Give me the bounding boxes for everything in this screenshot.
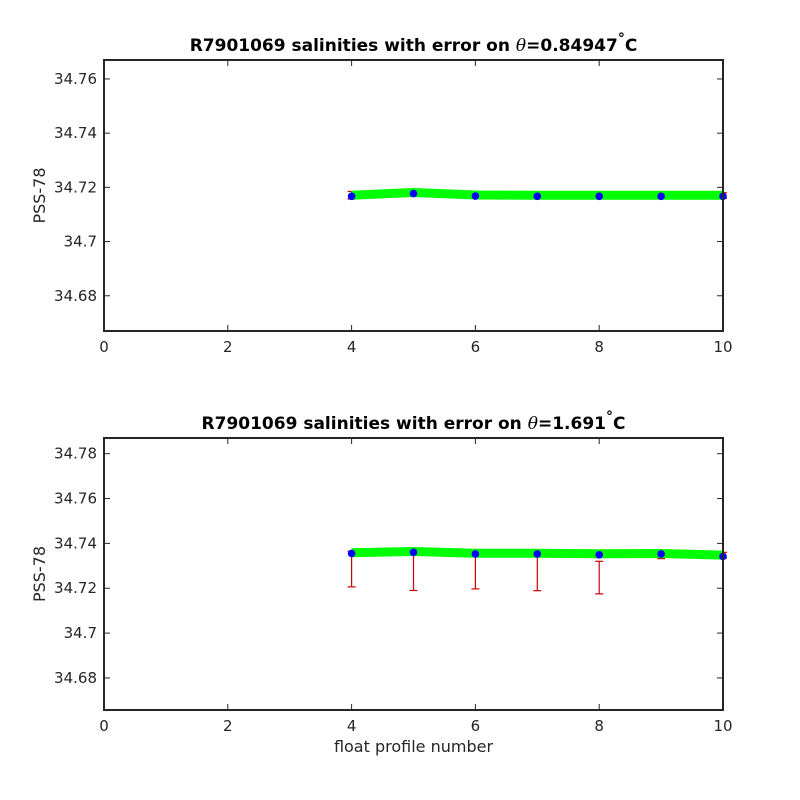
x-tick-label: 2	[223, 338, 233, 356]
plot-title: R7901069 salinities with error on θ=0.84…	[190, 31, 638, 56]
data-point	[595, 192, 603, 201]
y-tick-label: 34.7	[64, 233, 97, 251]
title-theta-symbol: θ	[528, 414, 538, 434]
x-tick-label: 8	[594, 717, 604, 735]
data-point	[347, 192, 356, 201]
title-value: =1.691	[538, 414, 606, 434]
y-tick-label: 34.72	[54, 178, 97, 196]
x-tick-label: 4	[347, 717, 357, 735]
x-tick-label: 4	[347, 338, 357, 356]
y-tick-label: 34.74	[54, 124, 97, 142]
bottom-plot-panel: R7901069 salinities with error on θ=1.69…	[30, 409, 733, 756]
y-tick-label: 34.78	[54, 445, 97, 463]
data-point	[533, 192, 542, 201]
axes-frame	[103, 59, 724, 332]
data-point	[657, 192, 665, 201]
data-point	[657, 550, 665, 558]
data-point	[595, 551, 603, 559]
data-point	[471, 550, 480, 558]
data-point	[347, 549, 356, 558]
y-tick-label: 34.72	[54, 579, 97, 597]
x-tick-label: 10	[713, 338, 732, 356]
y-tick-label: 34.76	[54, 70, 97, 88]
x-tick-label: 6	[471, 338, 481, 356]
y-axis-label: PSS-78	[30, 167, 49, 223]
y-tick-label: 34.74	[54, 534, 97, 552]
x-tick-label: 8	[594, 338, 604, 356]
y-tick-label: 34.7	[64, 624, 97, 642]
y-tick-label: 34.68	[54, 669, 97, 687]
top-plot-panel: R7901069 salinities with error on θ=0.84…	[30, 31, 733, 356]
y-axis-label: PSS-78	[30, 546, 49, 602]
title-value: =0.84947	[526, 36, 618, 56]
data-point	[409, 189, 418, 198]
data-point	[471, 192, 480, 200]
plot-title: R7901069 salinities with error on θ=1.69…	[202, 409, 626, 434]
axes-frame	[103, 437, 724, 711]
data-point	[533, 550, 542, 558]
y-tick-label: 34.68	[54, 287, 97, 305]
x-axis-label: float profile number	[334, 737, 494, 756]
title-degree: °	[618, 31, 625, 47]
x-tick-label: 2	[223, 717, 233, 735]
title-degree: °	[606, 409, 613, 425]
title-unit: C	[625, 36, 637, 56]
title-prefix: R7901069 salinities with error on	[190, 36, 516, 56]
x-tick-label: 0	[99, 338, 109, 356]
title-unit: C	[613, 414, 625, 434]
title-theta-symbol: θ	[516, 36, 526, 56]
y-tick-label: 34.76	[54, 490, 97, 508]
x-tick-label: 10	[713, 717, 732, 735]
data-point	[409, 548, 418, 557]
x-tick-label: 0	[99, 717, 109, 735]
x-tick-label: 6	[471, 717, 481, 735]
title-prefix: R7901069 salinities with error on	[202, 414, 528, 434]
